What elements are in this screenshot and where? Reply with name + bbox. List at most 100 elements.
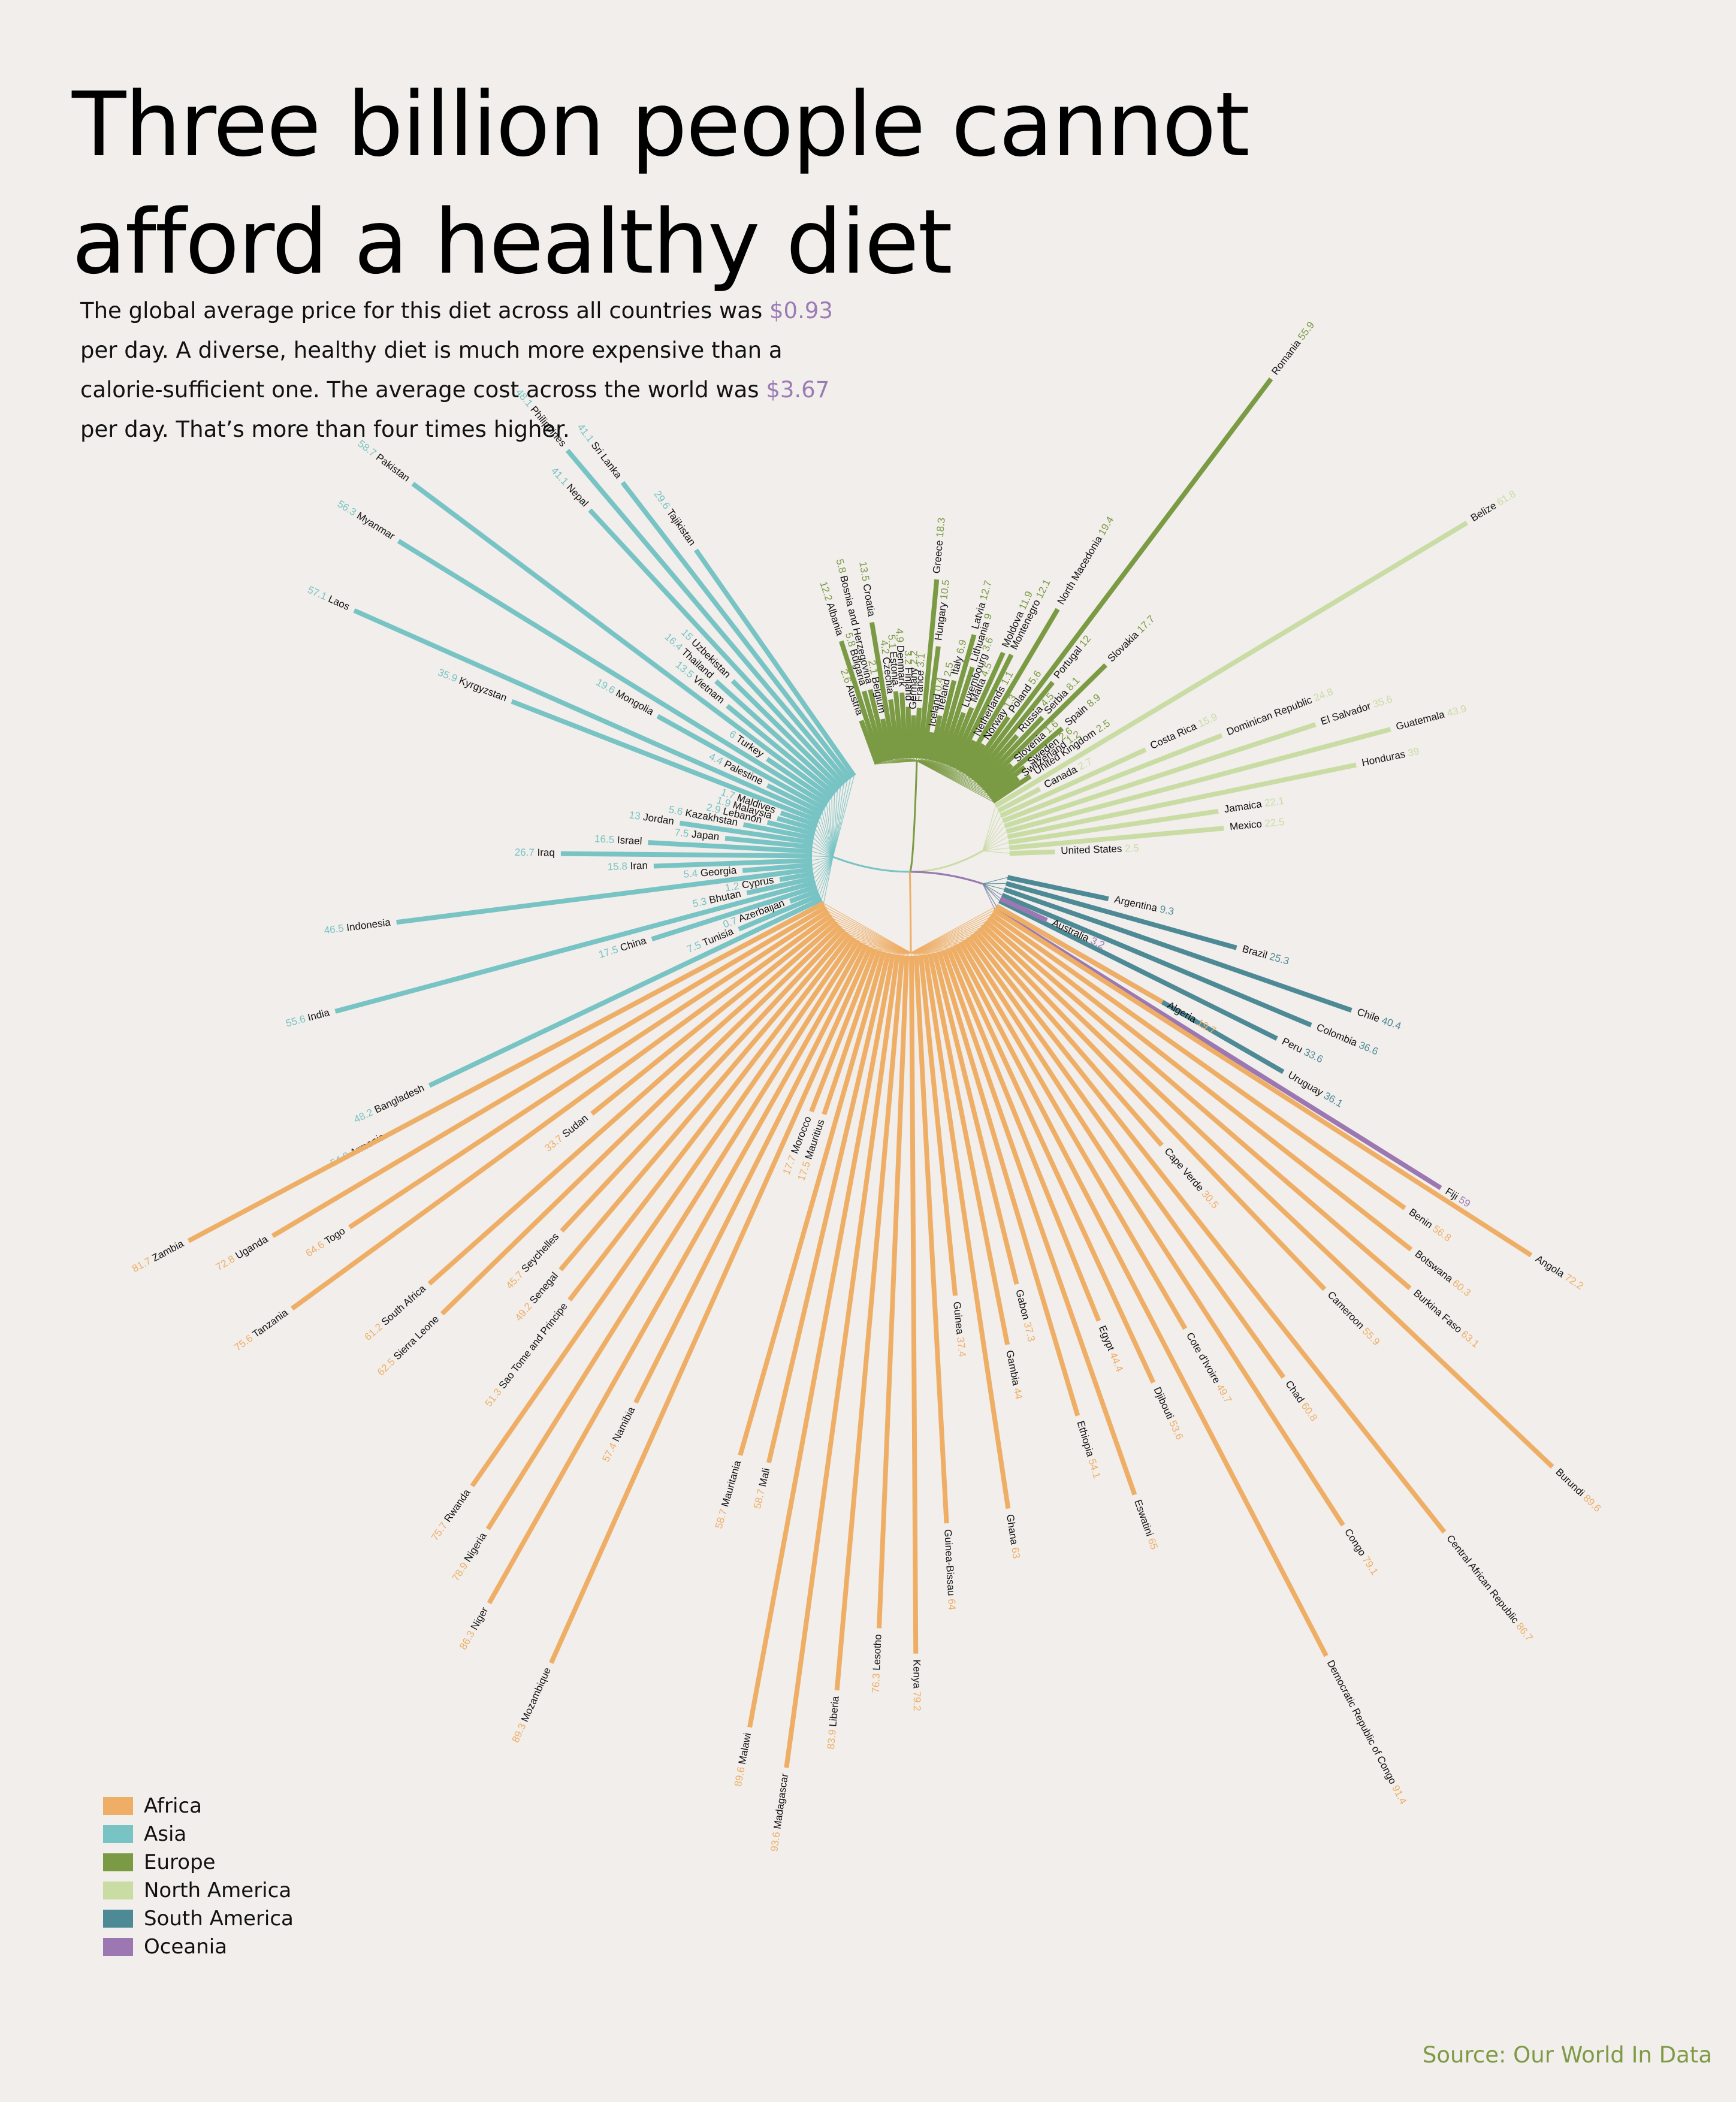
label-chile: Chile 40.4 — [1355, 1006, 1403, 1032]
bar-italy — [932, 679, 957, 762]
bar-slovenia — [982, 763, 1013, 792]
label-iraq: 26.7 Iraq — [515, 847, 555, 859]
bar-india — [334, 880, 816, 1014]
label-united-states: United States 2.5 — [1061, 842, 1139, 857]
label-burundi: Burundi 89.6 — [1553, 1466, 1603, 1514]
label-value-lithuania: 9 — [982, 612, 995, 621]
label-value-cote-d-ivoire: 49.7 — [1214, 1382, 1234, 1405]
label-value-eswatini: 65 — [1145, 1537, 1160, 1551]
bar-myanmar — [397, 539, 828, 807]
label-name-liberia: Liberia — [828, 1695, 841, 1727]
label-myanmar: 56.3 Myanmar — [336, 499, 397, 542]
legend-item-africa: Africa — [103, 1792, 294, 1820]
label-name-iraq: Iraq — [538, 847, 555, 859]
label-name-jamaica: Jamaica — [1224, 799, 1263, 816]
label-value-costa-rica: 15.9 — [1196, 711, 1219, 730]
label-name-mozambique: Mozambique — [519, 1666, 553, 1724]
label-el-salvador: El Salvador 35.6 — [1320, 693, 1394, 727]
bar-malaysia — [777, 816, 817, 832]
bar-rwanda — [470, 937, 856, 1488]
label-chad: Chad 60.8 — [1283, 1379, 1320, 1424]
branch-belize — [982, 805, 997, 851]
bar-uganda — [271, 905, 828, 1239]
label-value-guinea-bissau: 64 — [946, 1599, 958, 1611]
label-dominican-republic: Dominican Republic 24.8 — [1225, 686, 1335, 738]
label-finland: 3.2 Finland — [902, 650, 914, 700]
bar-tajikistan — [694, 548, 856, 778]
bar-bhutan — [746, 875, 815, 896]
svg-text:89.3 Mozambique: 89.3 Mozambique — [510, 1666, 553, 1744]
label-name-seychelles: Seychelles — [520, 1231, 561, 1275]
bar-belize — [994, 521, 1468, 808]
label-value-slovakia: 17.7 — [1135, 614, 1157, 636]
label-name-greece: Greece — [931, 540, 946, 574]
label-value-gambia: 44 — [1011, 1387, 1024, 1400]
label-value-mauritania: 58.7 — [713, 1508, 729, 1530]
bar-mali — [766, 952, 891, 1464]
bar-el-salvador — [1004, 722, 1317, 829]
svg-text:29.6 Tajikistan: 29.6 Tajikistan — [651, 489, 698, 548]
label-croatia: 13.5 Croatia — [857, 561, 877, 618]
bar-gabon — [932, 952, 1019, 1285]
bar-north-macedonia — [959, 608, 1060, 774]
bar-serbia — [977, 715, 1044, 787]
label-djibouti: Djibouti 53.6 — [1151, 1385, 1185, 1442]
branch-canada — [982, 810, 999, 851]
subtitle-text-2: per day. A diverse, healthy diet is much… — [80, 337, 783, 403]
bar-sao-tome-and-principe — [567, 934, 853, 1302]
label-value-angola: 72.2 — [1562, 1272, 1585, 1292]
bar-madagascar — [784, 954, 900, 1768]
bar-guinea-bissau — [913, 955, 949, 1524]
bar-luxembourg — [942, 712, 966, 765]
branch-maldives — [817, 825, 834, 857]
label-value-kenya: 79.2 — [911, 1691, 922, 1711]
label-name-niger: Niger — [469, 1605, 491, 1632]
label-value-spain: 8.9 — [1085, 692, 1103, 710]
label-peru: Peru 33.6 — [1280, 1035, 1325, 1065]
label-name-belize: Belize — [1469, 500, 1498, 524]
bar-spain — [985, 726, 1064, 795]
bar-france — [914, 708, 922, 759]
svg-text:4.9 Denmark: 4.9 Denmark — [893, 628, 908, 687]
branch-brazil — [982, 883, 1006, 884]
label-india: 55.6 India — [285, 1007, 331, 1029]
bar-namibia — [633, 944, 869, 1404]
label-value-djibouti: 53.6 — [1167, 1419, 1185, 1442]
svg-text:86.3 Niger: 86.3 Niger — [458, 1605, 491, 1652]
branch-georgia — [812, 856, 834, 865]
bar-mexico — [1009, 826, 1224, 850]
label-zambia: 81.7 Zambia — [130, 1238, 186, 1275]
label-value-morocco: 17.7 — [781, 1154, 799, 1177]
label-value-argentina: 9.3 — [1159, 904, 1175, 918]
label-value-zambia: 81.7 — [130, 1255, 153, 1275]
bar-djibouti — [950, 946, 1156, 1384]
label-estonia: 5.1 Estonia — [886, 634, 902, 686]
svg-text:Jamaica 22.1: Jamaica 22.1 — [1224, 795, 1285, 816]
label-value-rwanda: 75.7 — [429, 1520, 450, 1543]
label-ethiopia: Ethiopia 54.1 — [1074, 1420, 1103, 1480]
label-name-namibia: Namibia — [611, 1405, 638, 1444]
trunk-oceania — [909, 871, 983, 885]
bar-brazil — [1005, 881, 1237, 950]
label-congo: Congo 79.1 — [1342, 1527, 1381, 1577]
svg-text:16.5 Israel: 16.5 Israel — [594, 833, 642, 847]
bar-slovakia — [979, 663, 1107, 790]
label-value-guatemala: 43.9 — [1445, 703, 1468, 719]
svg-text:Djibouti 53.6: Djibouti 53.6 — [1151, 1385, 1185, 1442]
bar-bosnia-and-herzegovina — [868, 688, 890, 762]
label-pakistan: 58.7 Pakistan — [355, 438, 412, 484]
bar-tunisia — [738, 893, 821, 932]
label-value-senegal: 49.2 — [513, 1301, 535, 1324]
svg-text:5.1 Estonia: 5.1 Estonia — [886, 634, 902, 686]
branch-tajikistan — [832, 775, 855, 857]
bar-portugal — [971, 681, 1055, 782]
label-name-sri-lanka: Sri Lanka — [588, 440, 624, 481]
label-name-albania: Albania — [824, 601, 846, 637]
label-name-djibouti: Djibouti — [1151, 1385, 1176, 1421]
label-name-gabon: Gabon — [1013, 1288, 1032, 1321]
bar-malta — [946, 706, 974, 766]
label-kenya: Kenya 79.2 — [911, 1660, 923, 1711]
bar-finland — [905, 706, 912, 759]
label-france: France 3.1 — [913, 653, 928, 702]
title-line-1: Three billion people cannot — [72, 73, 1250, 176]
